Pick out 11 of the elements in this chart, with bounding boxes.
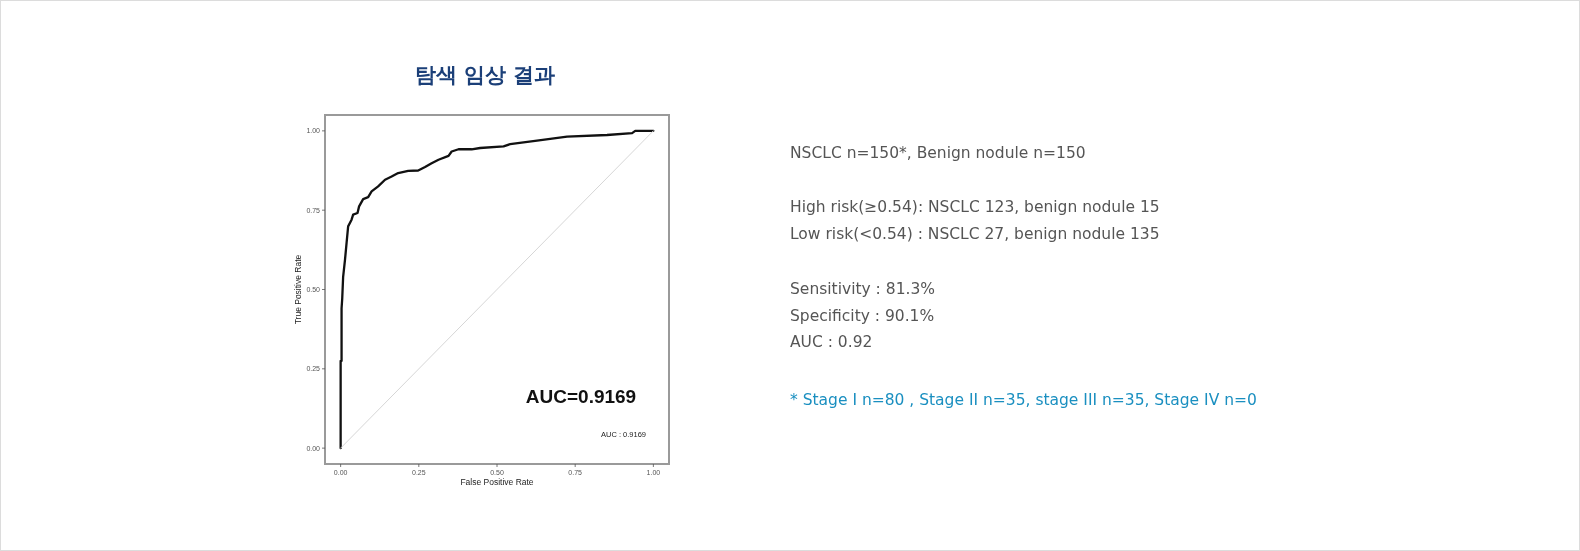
y-axis-title: True Positive Rate — [293, 254, 303, 325]
chart-title: 탐색 임상 결과 — [414, 63, 556, 87]
text: NSCLC n=150*, Benign nodule n=150 — [790, 144, 1086, 162]
text: AUC : 0.92 — [790, 333, 873, 351]
text: High risk(≥0.54): NSCLC 123, benign nodule 15 — [790, 198, 1160, 216]
x-axis-title: False Positive Rate — [460, 477, 534, 487]
text: Specificity : 90.1% — [790, 307, 935, 325]
text: Sensitivity : 81.3% — [790, 280, 936, 298]
text: * Stage I n=80 , Stage II n=35, stage III n=35, Stage IV n=0 — [790, 391, 1257, 409]
annotation: AUC=0.9169 — [525, 386, 637, 407]
text: Low risk(<0.54) : NSCLC 27, benign nodule 135 — [790, 225, 1160, 243]
